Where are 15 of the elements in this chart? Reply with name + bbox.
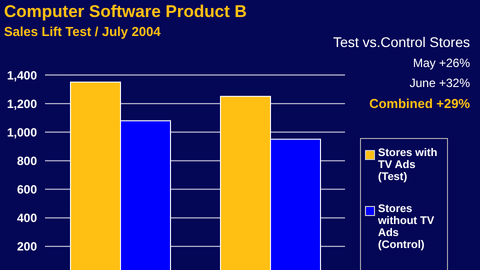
chart-subtitle: Sales Lift Test / July 2004 (4, 24, 161, 39)
legend-label: Stores with TV Ads (Test) (378, 147, 438, 183)
y-tick-label: 200 (16, 240, 38, 254)
text: Test vs.Control Stores (333, 34, 470, 50)
y-tick-label: 600 (16, 182, 38, 197)
text: June +32% (408, 76, 470, 90)
y-tick-label: 1,200 (6, 96, 38, 111)
y-tick-label: 800 (16, 154, 38, 168)
y-tick-label: 400 (16, 211, 38, 226)
y-tick-label: 1,400 (6, 68, 38, 82)
text: May +26% (412, 56, 470, 70)
text: Combined +29% (368, 96, 470, 111)
y-tick-label: 1,000 (6, 125, 38, 140)
legend-label: Stores without TV Ads (Control) (378, 203, 436, 251)
chart-title: Computer Software Product B (4, 2, 247, 22)
